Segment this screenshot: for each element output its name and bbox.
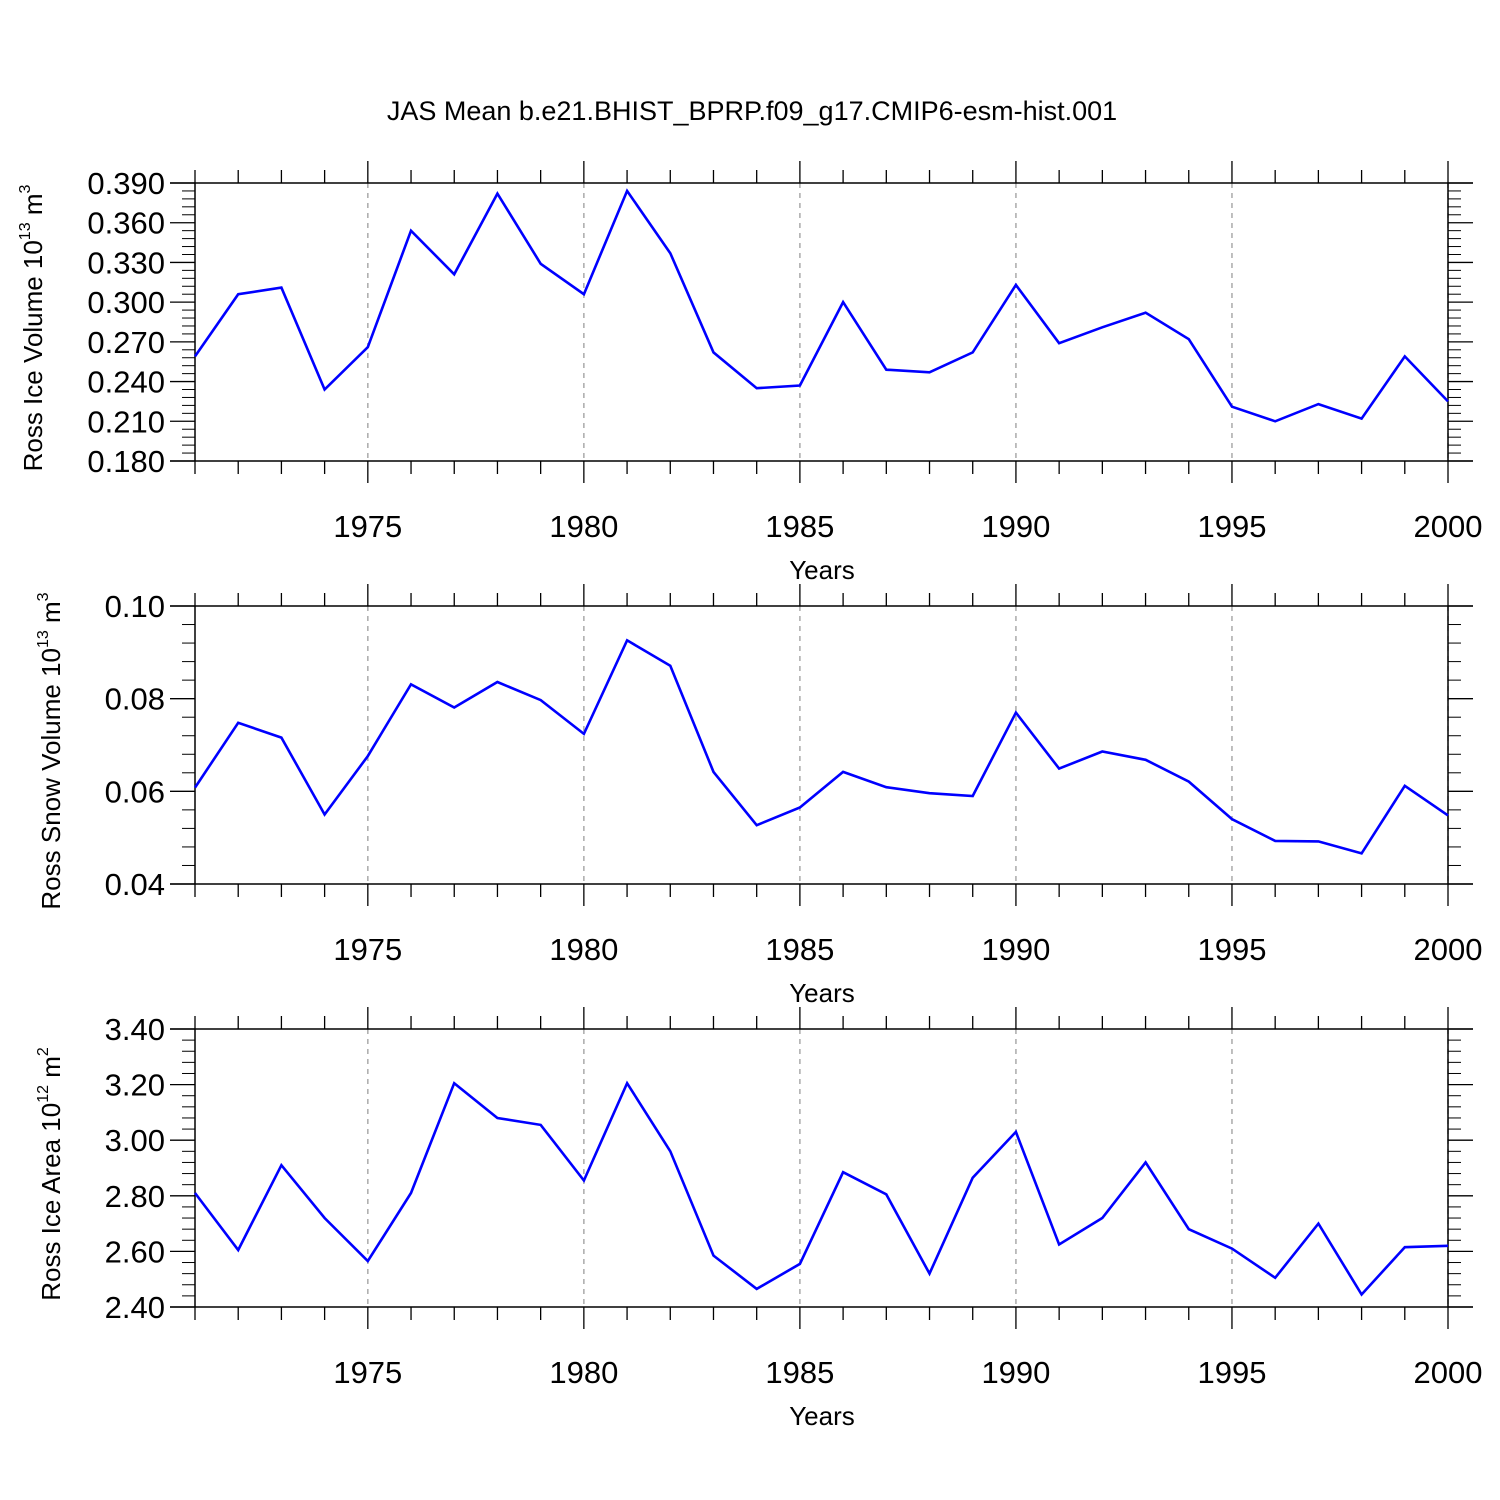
x-tick-label: 1990 bbox=[981, 1355, 1050, 1390]
y-tick-label: 0.390 bbox=[87, 166, 165, 201]
x-tick-label: 1975 bbox=[333, 509, 402, 544]
chart-title: JAS Mean b.e21.BHIST_BPRP.f09_g17.CMIP6-… bbox=[387, 96, 1117, 126]
y-tick-label: 0.180 bbox=[87, 444, 165, 479]
y-tick-label: 0.270 bbox=[87, 325, 165, 360]
x-tick-label: 1980 bbox=[549, 509, 618, 544]
x-tick-label: 1980 bbox=[549, 1355, 618, 1390]
x-axis-title: Years bbox=[789, 978, 855, 1008]
y-tick-label: 2.60 bbox=[105, 1234, 165, 1269]
x-tick-label: 1980 bbox=[549, 932, 618, 967]
x-tick-label: 1990 bbox=[981, 509, 1050, 544]
y-tick-label: 0.300 bbox=[87, 285, 165, 320]
y-tick-label: 0.240 bbox=[87, 365, 165, 400]
x-tick-label: 1975 bbox=[333, 1355, 402, 1390]
chart-panel-2: 1975 1980 1985 1990 1995 2000 0.04 0.06 0.08 0.10… bbox=[35, 584, 1482, 1008]
x-tick-label: 2000 bbox=[1414, 509, 1483, 544]
y-tick-label: 0.10 bbox=[105, 589, 165, 624]
y-tick-label: 0.08 bbox=[105, 682, 165, 717]
y-tick-label: 0.06 bbox=[105, 774, 165, 809]
x-tick-label: 2000 bbox=[1414, 1355, 1483, 1390]
series-line bbox=[193, 1080, 1449, 1297]
x-tick-label: 1985 bbox=[765, 932, 834, 967]
y-tick-label: 3.20 bbox=[105, 1068, 165, 1103]
y-tick-label: 0.04 bbox=[105, 867, 165, 902]
x-axis-title: Years bbox=[789, 555, 855, 585]
y-tick-label: 0.360 bbox=[87, 206, 165, 241]
series-line bbox=[193, 638, 1449, 855]
chart-panel-3: 1975 1980 1985 1990 1995 2000 2.40 2.60 2.80 3.00… bbox=[35, 1007, 1482, 1431]
x-tick-label: 1995 bbox=[1197, 1355, 1266, 1390]
x-tick-label: 2000 bbox=[1414, 932, 1483, 967]
y-tick-label: 3.00 bbox=[105, 1123, 165, 1158]
y-axis-title: Ross Ice Area 1012 m2 bbox=[35, 1047, 66, 1301]
x-tick-label: 1990 bbox=[981, 932, 1050, 967]
y-tick-label: 2.40 bbox=[105, 1290, 165, 1325]
chart-panel-1: 1975 1980 1985 1990 1995 2000 0.180 0.210 0.240 0… bbox=[17, 161, 1482, 585]
y-axis-title: Ross Ice Volume 1013 m3 bbox=[17, 184, 48, 471]
y-tick-label: 0.330 bbox=[87, 245, 165, 280]
x-tick-label: 1995 bbox=[1197, 509, 1266, 544]
y-tick-label: 2.80 bbox=[105, 1179, 165, 1214]
x-tick-label: 1985 bbox=[765, 1355, 834, 1390]
series-line bbox=[193, 188, 1449, 423]
y-tick-label: 0.210 bbox=[87, 404, 165, 439]
x-axis-title: Years bbox=[789, 1401, 855, 1431]
y-axis-title: Ross Snow Volume 1013 m3 bbox=[35, 592, 66, 909]
x-tick-label: 1995 bbox=[1197, 932, 1266, 967]
x-tick-label: 1985 bbox=[765, 509, 834, 544]
x-tick-label: 1975 bbox=[333, 932, 402, 967]
y-tick-label: 3.40 bbox=[105, 1012, 165, 1047]
